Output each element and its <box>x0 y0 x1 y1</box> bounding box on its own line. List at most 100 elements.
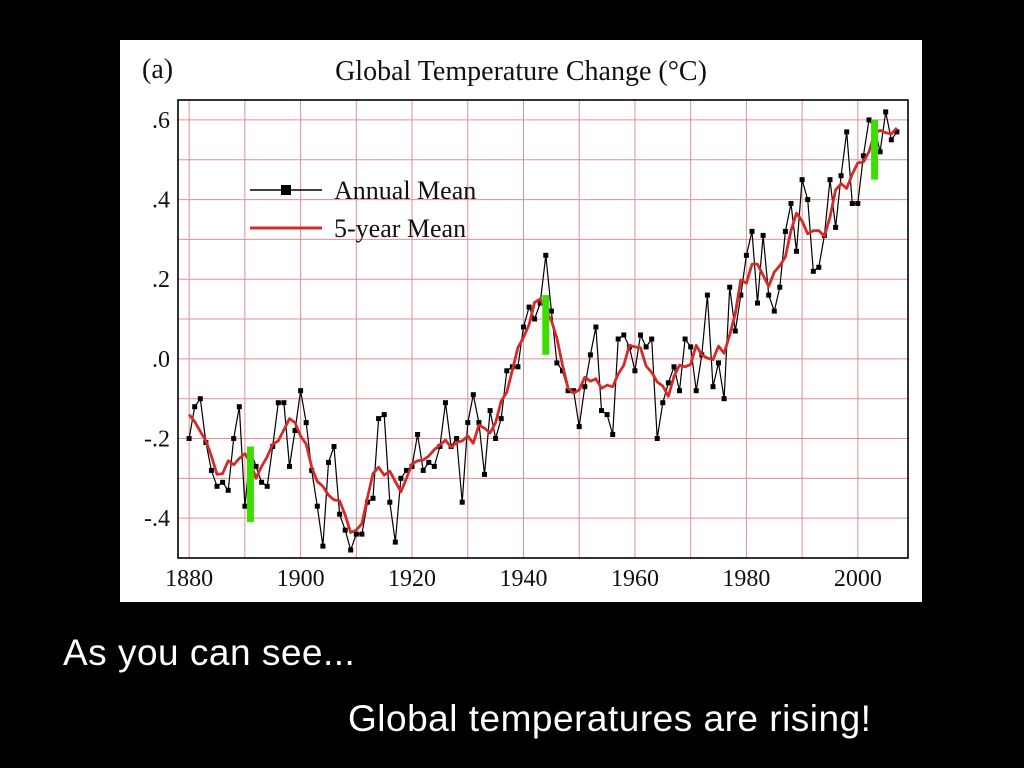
annual-mean-marker <box>565 388 571 394</box>
x-tick-label: 1960 <box>611 566 659 592</box>
annual-mean-marker <box>264 483 270 489</box>
annual-mean-marker <box>337 511 343 517</box>
annual-mean-marker <box>465 420 471 426</box>
annual-mean-marker <box>515 364 521 370</box>
annual-mean-marker <box>253 463 259 469</box>
annual-mean-marker <box>894 129 900 135</box>
annual-mean-marker <box>259 479 265 485</box>
error-bar <box>246 446 254 523</box>
annual-mean-marker <box>799 177 805 183</box>
annual-mean-marker <box>827 177 833 183</box>
annual-mean-marker <box>392 539 398 545</box>
annual-mean-marker <box>554 360 560 366</box>
annual-mean-marker <box>459 499 465 505</box>
annual-mean-marker <box>604 412 610 418</box>
annual-mean-marker <box>638 332 643 338</box>
x-tick-label: 1920 <box>388 566 436 592</box>
annual-mean-marker <box>454 436 460 441</box>
legend-annual-square-icon <box>281 185 291 195</box>
annual-mean-marker <box>665 380 671 386</box>
annual-mean-marker <box>794 248 799 254</box>
annual-mean-marker <box>231 436 237 441</box>
annual-mean-marker <box>727 284 733 290</box>
legend-annual-label: Annual Mean <box>334 176 476 205</box>
x-tick-label: 1900 <box>277 566 325 592</box>
axis-border <box>177 99 909 559</box>
annual-mean-marker <box>487 408 493 414</box>
temperature-chart-panel: (a) Global Temperature Change (°C) 1880 1… <box>120 40 922 602</box>
annual-mean-marker <box>838 173 844 179</box>
annual-mean-marker <box>353 531 359 537</box>
annual-mean-marker <box>593 324 599 330</box>
annual-mean-marker <box>387 499 393 505</box>
annual-mean-marker <box>376 416 382 422</box>
annual-mean-marker <box>749 228 755 234</box>
annual-mean-marker <box>493 436 499 441</box>
annual-mean-marker <box>482 471 487 477</box>
temperature-chart: 1880 1900 1920 1940 1960 1980 2000 .6 .4 .2 .0 -.2 -… <box>144 99 909 592</box>
annual-mean-marker <box>275 400 281 406</box>
annual-mean-marker <box>777 284 783 290</box>
annual-mean-marker <box>688 344 694 350</box>
annual-mean-marker <box>348 547 354 553</box>
y-tick-label: .4 <box>152 188 170 214</box>
annual-mean-marker <box>576 424 582 430</box>
x-tick-label: 1880 <box>165 566 213 592</box>
annual-mean-marker <box>443 400 448 406</box>
y-tick-label: .0 <box>152 347 170 373</box>
annual-mean-marker <box>738 292 744 298</box>
annual-mean-marker <box>526 304 532 310</box>
annual-mean-marker <box>810 268 816 274</box>
legend-5yr-label: 5-year Mean <box>334 214 466 243</box>
annual-mean-marker <box>660 400 666 406</box>
annual-mean-marker <box>693 388 699 394</box>
annual-mean-marker <box>476 420 482 426</box>
annual-mean-marker <box>849 201 855 206</box>
annual-mean-marker <box>833 224 839 230</box>
annual-mean-marker <box>220 479 226 485</box>
annual-mean-marker <box>582 384 588 390</box>
error-bar <box>542 295 550 355</box>
annual-mean-marker <box>587 352 593 358</box>
annual-mean-marker <box>242 503 248 509</box>
annual-mean-marker <box>426 459 432 465</box>
annual-mean-marker <box>281 400 287 406</box>
annual-mean-marker <box>381 412 387 418</box>
annual-mean-marker <box>732 328 738 334</box>
annual-mean-marker <box>398 475 404 481</box>
annual-mean-marker <box>743 252 749 258</box>
annual-mean-marker <box>677 388 682 394</box>
annual-mean-marker <box>404 467 409 473</box>
annual-mean-marker <box>320 543 326 549</box>
caption-line-2: Global temperatures are rising! <box>348 698 872 739</box>
annual-mean-marker <box>236 404 242 410</box>
annual-mean-marker <box>710 384 716 390</box>
annual-mean-marker <box>326 459 331 465</box>
x-tick-label: 2000 <box>834 566 882 592</box>
annual-mean-marker <box>621 332 627 338</box>
annual-mean-marker <box>654 436 660 441</box>
annual-mean-marker <box>771 308 777 314</box>
annual-mean-marker <box>331 444 337 449</box>
annual-mean-marker <box>671 364 677 370</box>
annual-mean-marker <box>298 388 304 394</box>
annual-mean-marker <box>292 428 298 434</box>
annual-mean-marker <box>760 232 766 238</box>
annual-mean-marker <box>860 153 866 159</box>
annual-mean-marker <box>888 137 894 143</box>
annual-mean-marker <box>805 197 811 203</box>
annual-mean-series <box>188 111 898 553</box>
annual-mean-marker <box>197 396 203 402</box>
chart-title: Global Temperature Change (°C) <box>335 56 707 87</box>
annual-mean-marker <box>208 467 214 473</box>
annual-mean-marker <box>192 404 198 410</box>
annual-mean-marker <box>855 201 861 206</box>
y-tick-label: .6 <box>152 108 170 134</box>
annual-mean-marker <box>287 463 292 469</box>
annual-mean-marker <box>498 416 504 422</box>
annual-mean-marker <box>615 336 621 342</box>
annual-mean-marker <box>610 432 616 437</box>
annual-mean-marker <box>755 300 760 306</box>
annual-mean-marker <box>532 316 538 322</box>
